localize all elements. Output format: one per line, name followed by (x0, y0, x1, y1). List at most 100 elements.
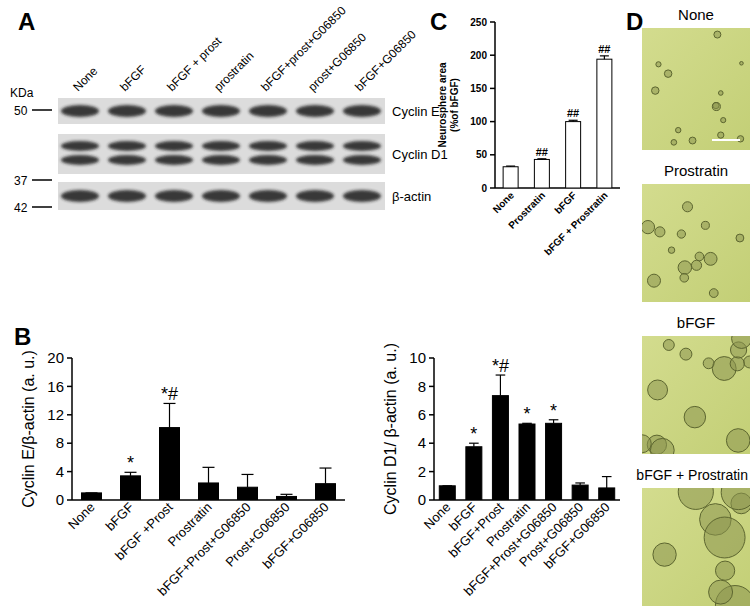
bar (599, 488, 615, 500)
neurosphere (737, 136, 743, 142)
neurosphere (715, 561, 734, 580)
bars (439, 375, 614, 500)
y-axis-label: (%of bFGF) (449, 78, 460, 132)
y-tick-label: 100 (470, 116, 487, 127)
neurosphere (709, 289, 718, 298)
error-bar (242, 474, 254, 487)
band (249, 141, 287, 151)
error-bar (86, 492, 98, 493)
significance: *# (161, 384, 178, 404)
bar (546, 423, 562, 500)
bar (121, 476, 141, 500)
band (343, 155, 381, 165)
bar (439, 486, 455, 500)
y-tick-label: 16 (47, 378, 64, 395)
kda-tick (32, 109, 52, 111)
category-label: bFGF (103, 499, 137, 533)
bars (503, 56, 612, 188)
neurosphere (714, 31, 721, 38)
error-cap (575, 482, 585, 483)
neurosphere (653, 543, 676, 566)
significance: * (523, 404, 530, 424)
y-tick-label: 10 (409, 349, 426, 366)
error-bar (575, 483, 585, 485)
y-tick (490, 154, 495, 156)
y-tick-label: 2 (418, 463, 426, 480)
error-cap (537, 158, 546, 159)
western-blot: NonebFGFbFGF + prostprostratinbFGF+prost… (10, 3, 448, 215)
error-line (500, 375, 501, 396)
y-tick-label: 250 (470, 17, 487, 28)
band (249, 105, 287, 117)
category-label: bFGF+G06850 (541, 500, 613, 572)
neurosphere (676, 127, 681, 132)
neurosphere (678, 261, 692, 275)
band (108, 105, 146, 117)
error-bar (569, 120, 578, 121)
micrograph-title: bFGF (677, 314, 715, 331)
bar-chart: 048121620Cyclin E/β-actin (a. u.)**#None… (20, 349, 345, 598)
neurosphere (691, 260, 701, 270)
y-tick-label: 4 (418, 434, 426, 451)
band (343, 141, 381, 151)
bar (466, 447, 482, 500)
category-label: None (421, 500, 454, 533)
lane-label: bFGF (117, 63, 149, 95)
micrograph (642, 28, 750, 150)
lane-label: prostratin (211, 49, 256, 94)
neurosphere (671, 140, 677, 146)
y-axis (433, 358, 435, 500)
figure: ABCDNonebFGFbFGF + prostprostratinbFGF+p… (0, 0, 750, 608)
band (202, 105, 240, 117)
error-bar (320, 468, 332, 484)
row-label: β-actin (392, 189, 431, 204)
error-bar (537, 158, 546, 160)
neurosphere (650, 438, 674, 454)
error-bar (442, 485, 452, 486)
y-tick-label: 4 (56, 463, 64, 480)
blot-strip (58, 98, 385, 124)
band (155, 155, 193, 165)
category-label: None (491, 189, 517, 215)
neurosphere (736, 234, 744, 242)
y-tick (67, 471, 72, 473)
y-tick-label: 50 (476, 149, 488, 160)
neurosphere (684, 406, 705, 427)
panel-label: C (430, 8, 447, 35)
row-label: Cyclin E (392, 104, 440, 119)
lane-label: None (70, 64, 100, 94)
y-tick-label: 0 (56, 491, 64, 508)
scale-bar (712, 139, 740, 141)
band (296, 141, 334, 151)
significance: ## (567, 107, 579, 119)
error-bar (602, 477, 612, 488)
y-tick (429, 386, 434, 388)
y-tick (67, 386, 72, 388)
bar (534, 159, 549, 188)
category-label: Prostratin (506, 190, 547, 231)
panel-label: A (18, 8, 35, 35)
significance: * (550, 401, 557, 421)
error-bar (281, 494, 293, 496)
neurosphere (652, 87, 659, 94)
error-cap (569, 120, 578, 121)
band (61, 190, 99, 202)
neurosphere (732, 336, 750, 348)
band (296, 190, 334, 202)
error-bar (203, 467, 215, 483)
band (296, 105, 334, 117)
neurosphere (647, 274, 660, 287)
bar (492, 396, 508, 500)
y-axis-label: Neurosphere area (437, 62, 448, 147)
band (61, 105, 99, 117)
kda-tick (32, 206, 52, 208)
y-tick-label: 0 (481, 183, 487, 194)
y-tick (429, 414, 434, 416)
band (249, 155, 287, 165)
error-bar (600, 56, 609, 59)
spheres (642, 202, 744, 298)
spheres (652, 31, 744, 145)
band (202, 190, 240, 202)
band (61, 155, 99, 165)
blot-strip (58, 134, 385, 174)
